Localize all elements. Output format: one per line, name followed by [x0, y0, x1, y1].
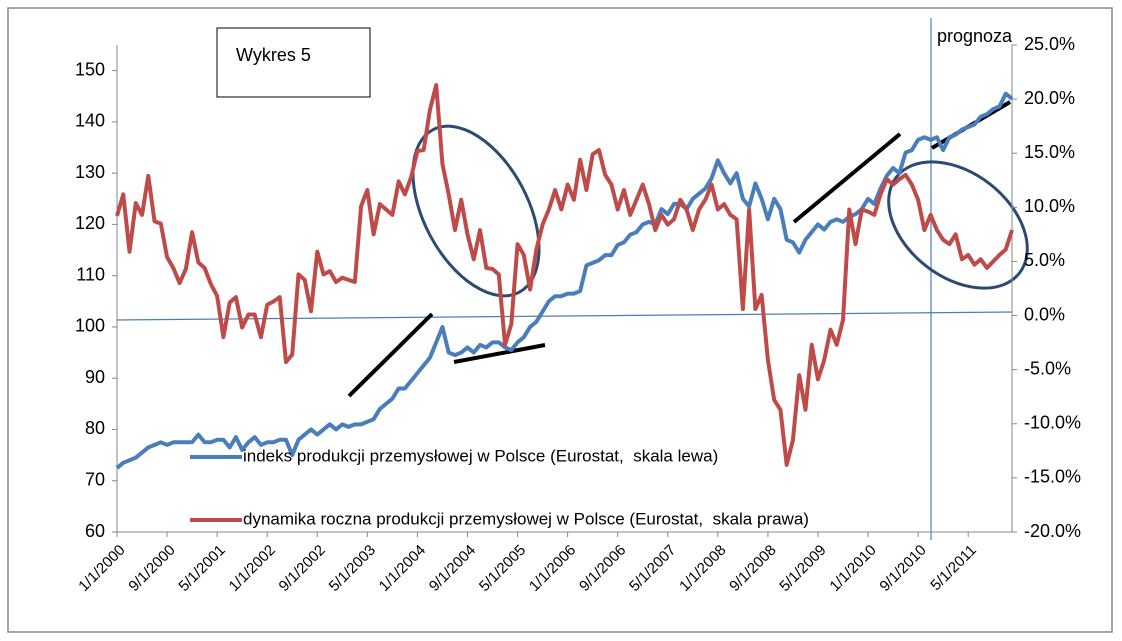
trend-line: [453, 343, 546, 364]
trend-line: [347, 312, 434, 398]
annotation: prognoza: [937, 26, 1013, 46]
y-tick-label: 110: [76, 264, 105, 284]
y2-tick-label: 15.0%: [1024, 142, 1075, 162]
y2-tick-label: -15.0%: [1024, 467, 1081, 487]
y2-tick-label: -5.0%: [1024, 358, 1071, 378]
y2-tick-label: 10.0%: [1024, 196, 1075, 216]
legend-label: dynamika roczna produkcji przemysłowej w…: [243, 509, 809, 528]
y-tick-label: 100: [75, 316, 105, 336]
trend-line: [792, 132, 902, 224]
chart-title: Wykres 5: [236, 45, 311, 65]
y2-tick-label: 25.0%: [1024, 34, 1075, 54]
highlight-ellipse: [411, 124, 541, 298]
y-tick-label: 80: [85, 418, 105, 438]
y2-tick-label: 0.0%: [1024, 304, 1065, 324]
legend-label: indeks produkcji przemysłowej w Polsce (…: [243, 446, 718, 465]
data-line: [115, 83, 1014, 467]
y-tick-label: 130: [75, 162, 105, 182]
y2-tick-label: 5.0%: [1024, 250, 1065, 270]
y-tick-label: 60: [85, 521, 105, 541]
y-tick-label: 140: [75, 111, 105, 131]
y-tick-label: 70: [85, 469, 105, 489]
y-tick-label: 90: [85, 367, 105, 387]
y2-tick-label: -10.0%: [1024, 413, 1081, 433]
y-tick-label: 120: [75, 213, 105, 233]
title-box: [216, 27, 371, 98]
chart-border: [7, 7, 1113, 633]
y-tick-label: 150: [75, 59, 105, 79]
highlight-ellipse: [887, 160, 1029, 290]
y2-tick-label: -20.0%: [1024, 521, 1081, 541]
data-line: [115, 91, 1014, 470]
y2-tick-label: 20.0%: [1024, 88, 1075, 108]
